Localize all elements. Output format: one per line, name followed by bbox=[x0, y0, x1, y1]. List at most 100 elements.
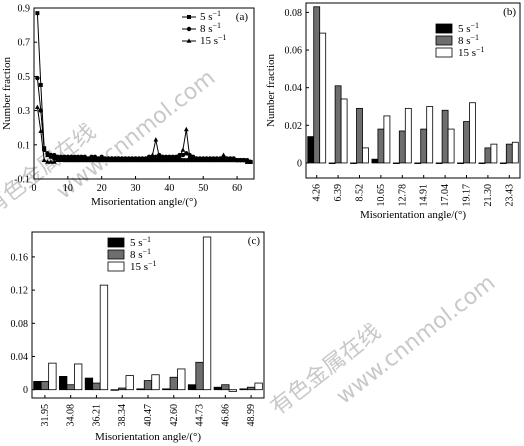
data-point bbox=[204, 157, 210, 162]
bar bbox=[169, 376, 178, 391]
data-point bbox=[45, 151, 50, 156]
data-point bbox=[153, 158, 158, 163]
data-point bbox=[227, 157, 233, 162]
plot-frame bbox=[33, 7, 255, 180]
bar bbox=[59, 376, 68, 391]
data-point bbox=[224, 157, 230, 162]
bar bbox=[441, 109, 449, 164]
data-point bbox=[82, 157, 88, 162]
data-point bbox=[221, 152, 226, 157]
x-tick-label: 4.26 bbox=[312, 184, 323, 202]
bar bbox=[162, 388, 171, 391]
data-point bbox=[207, 157, 213, 162]
data-point bbox=[173, 157, 179, 162]
bar bbox=[221, 384, 230, 391]
data-point bbox=[187, 158, 192, 163]
data-point bbox=[133, 157, 138, 162]
chart-panel-c: 0 0.04 0.08 0.12 0.16 31.95 34.08 36.21 38.34 40.… bbox=[0, 231, 265, 443]
x-tick-label: 40.47 bbox=[143, 404, 154, 427]
bar bbox=[307, 136, 315, 164]
x-tick-label: 20 bbox=[97, 183, 107, 194]
data-point bbox=[157, 158, 162, 163]
bar bbox=[110, 389, 119, 391]
panel-label: (c) bbox=[248, 235, 261, 247]
bar bbox=[177, 368, 186, 391]
bar bbox=[505, 143, 513, 164]
bar bbox=[136, 388, 145, 391]
data-point bbox=[183, 126, 189, 132]
data-point bbox=[122, 157, 128, 162]
data-point bbox=[78, 157, 84, 162]
data-point bbox=[38, 128, 44, 133]
bar bbox=[511, 141, 519, 164]
y-tick-label: 0.16 bbox=[11, 252, 29, 263]
bar bbox=[398, 130, 406, 164]
data-point bbox=[89, 154, 94, 159]
legend-swatch bbox=[435, 35, 453, 46]
data-point bbox=[190, 157, 196, 162]
data-point bbox=[163, 154, 169, 159]
data-point bbox=[170, 157, 176, 162]
y-tick-label: 0.04 bbox=[285, 83, 303, 94]
bar bbox=[125, 375, 134, 391]
bar bbox=[426, 106, 434, 164]
y-tick-label: 0.04 bbox=[11, 352, 29, 363]
data-point bbox=[221, 158, 226, 163]
data-point bbox=[200, 157, 206, 162]
bar bbox=[118, 387, 127, 391]
data-point bbox=[92, 154, 98, 159]
plot-frame bbox=[305, 2, 521, 179]
legend-swatch bbox=[435, 47, 453, 58]
data-point bbox=[156, 154, 162, 159]
data-point bbox=[52, 156, 57, 161]
data-point bbox=[72, 157, 78, 162]
bar bbox=[392, 162, 400, 164]
data-point bbox=[177, 158, 182, 163]
bar bbox=[313, 6, 321, 164]
x-tick-label: 30 bbox=[131, 183, 141, 194]
bar bbox=[151, 374, 160, 391]
y-axis-label: Number fraction bbox=[1, 57, 13, 130]
data-point bbox=[143, 157, 149, 162]
y-tick-label: 0.06 bbox=[285, 46, 303, 57]
bar bbox=[484, 147, 492, 164]
bar bbox=[350, 162, 357, 164]
bar bbox=[362, 147, 369, 164]
data-point bbox=[58, 154, 64, 159]
data-point bbox=[38, 108, 43, 113]
data-point bbox=[214, 157, 220, 162]
data-point bbox=[82, 154, 87, 159]
data-point bbox=[65, 157, 71, 162]
series-line bbox=[36, 107, 251, 163]
bar bbox=[490, 143, 498, 164]
data-point bbox=[248, 159, 254, 164]
data-point bbox=[51, 159, 57, 164]
chart-panel-b: 0 0.02 0.04 0.06 0.08 4.26 6.39 8.52 10.65 12.78 1… bbox=[265, 2, 521, 221]
x-axis-label: Misorientation angle/(°) bbox=[360, 209, 466, 221]
bar bbox=[420, 128, 428, 164]
data-point bbox=[166, 157, 172, 162]
x-tick-label: 10 bbox=[63, 183, 73, 194]
bar bbox=[143, 380, 153, 391]
data-point bbox=[184, 151, 189, 156]
x-tick-label: 50 bbox=[198, 183, 208, 194]
bar bbox=[371, 158, 379, 164]
y-tick-label: -0.1 bbox=[14, 175, 30, 186]
y-tick-label: 0.7 bbox=[18, 38, 31, 49]
data-point bbox=[99, 154, 104, 159]
data-point bbox=[112, 157, 118, 162]
data-point bbox=[234, 157, 240, 162]
data-point bbox=[68, 157, 74, 162]
data-point bbox=[136, 157, 142, 162]
bar bbox=[195, 361, 204, 391]
bar bbox=[334, 85, 342, 164]
data-point bbox=[41, 157, 47, 162]
plot-frame bbox=[31, 231, 265, 399]
data-point bbox=[95, 157, 101, 162]
x-tick-label: 17.04 bbox=[440, 184, 451, 207]
data-point bbox=[146, 157, 152, 162]
data-point bbox=[85, 157, 91, 162]
bar bbox=[340, 98, 348, 164]
data-point bbox=[180, 147, 186, 152]
data-point bbox=[170, 154, 175, 159]
